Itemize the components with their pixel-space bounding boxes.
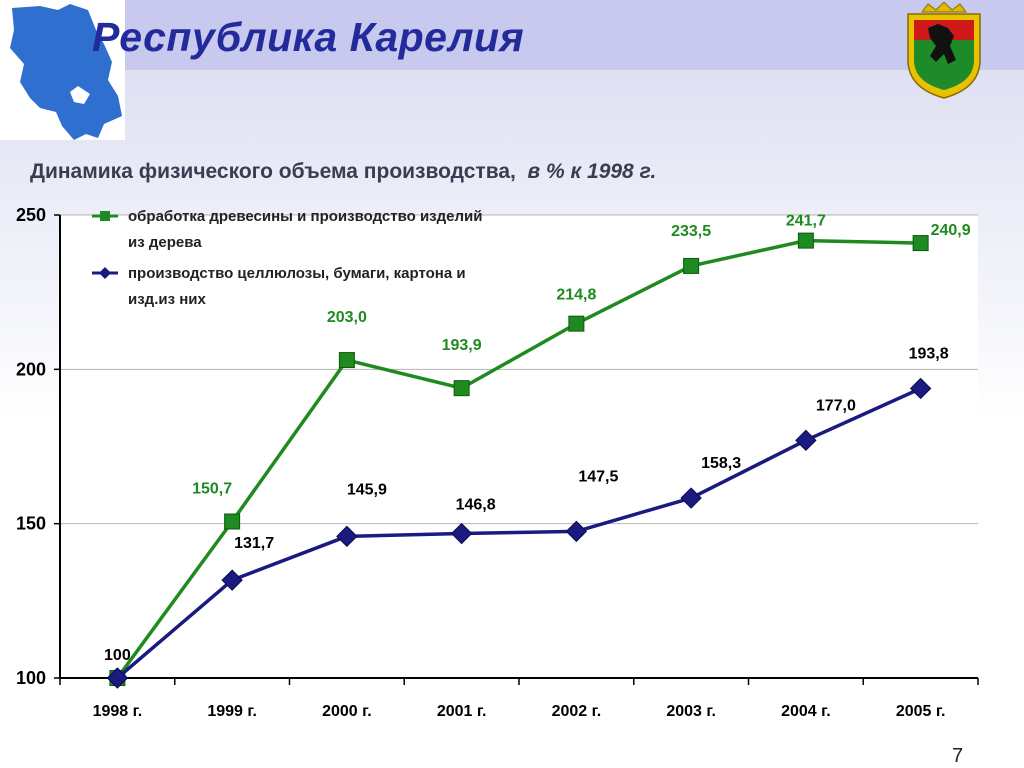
series-line-1 (115, 238, 921, 680)
y-tick-label: 200 (16, 359, 46, 379)
series-1-point (338, 352, 355, 369)
series-2-point (680, 487, 702, 509)
plot-area (60, 215, 978, 678)
data-label-series-1: 240,9 (931, 222, 971, 239)
legend-marker-square (100, 211, 110, 221)
subtitle-main: Динамика физического объема производства… (30, 160, 516, 183)
x-tick-label: 2003 г. (666, 703, 716, 720)
series-2-point (336, 525, 358, 548)
header-band (0, 0, 1024, 70)
data-label-series-2: 131,7 (234, 535, 274, 552)
series-2-point (909, 377, 932, 400)
series-line-2 (116, 386, 922, 680)
x-tick-label: 2002 г. (552, 703, 602, 720)
legend-label-line: изд.из них (128, 291, 206, 308)
data-label-series-2: 146,8 (456, 497, 496, 514)
legend-marker-diamond (99, 267, 111, 279)
series-1-point (797, 232, 814, 249)
legend-label-line: обработка древесины и производство издел… (128, 208, 482, 225)
data-label-series-1: 150,7 (192, 481, 232, 498)
data-label-series-2: 177,0 (816, 397, 856, 414)
x-tick-label: 2005 г. (896, 703, 946, 720)
data-label-series-1: 214,8 (556, 287, 596, 304)
series-2-point (565, 520, 588, 543)
x-tick-label: 2004 г. (781, 703, 831, 720)
series-1-point (912, 235, 929, 252)
data-label-series-1: 241,7 (786, 213, 826, 230)
data-label-series-1: 233,5 (671, 223, 711, 240)
series-2-point (106, 667, 129, 689)
page-number: 7 (952, 745, 964, 767)
data-label-series-2: 147,5 (578, 468, 618, 485)
series-2-point (795, 429, 817, 452)
data-label-series-1: 203,0 (327, 309, 367, 326)
subtitle-unit: в % к 1998 г. (527, 160, 657, 183)
y-tick-label: 150 (16, 514, 46, 534)
karelia-map-image (0, 0, 125, 140)
series-1-point (683, 257, 700, 274)
y-tick-label: 100 (16, 668, 46, 688)
series-1-point (568, 315, 585, 332)
data-label-series-1: 100 (104, 647, 131, 664)
page-title: Республика Карелия (92, 14, 525, 60)
x-tick-label: 2000 г. (322, 703, 372, 720)
legend-label-line: производство целлюлозы, бумаги, картона … (128, 265, 466, 282)
chart-subtitle: Динамика физического объема производства… (30, 160, 656, 184)
legend-label-line: из дерева (128, 234, 202, 251)
x-tick-label: 1998 г. (93, 703, 143, 720)
data-label-series-2: 158,3 (701, 455, 741, 472)
data-label-series-1: 193,9 (442, 337, 482, 354)
x-tick-label: 1999 г. (207, 703, 257, 720)
series-2-point (221, 569, 243, 591)
data-label-series-2: 145,9 (347, 481, 387, 498)
y-tick-label: 250 (16, 205, 46, 225)
series-1-point (224, 513, 241, 530)
series-2-point (450, 522, 473, 545)
data-label-series-2: 193,8 (909, 345, 949, 362)
coat-of-arms-emblem (904, 1, 984, 100)
x-tick-label: 2001 г. (437, 703, 487, 720)
series-1-point (453, 380, 470, 397)
